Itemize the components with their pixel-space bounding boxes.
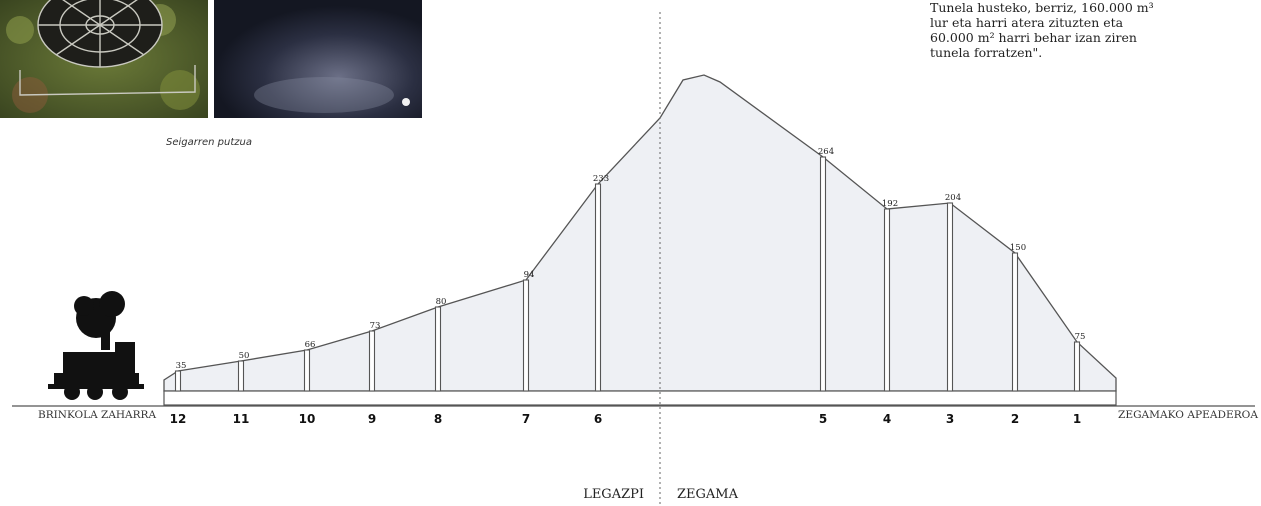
well-depth-label: 204 [945, 193, 961, 203]
quote-line: 60.000 m² harri behar izan ziren [930, 30, 1137, 45]
well-depth-label: 80 [436, 297, 447, 307]
well-shaft [237, 360, 245, 392]
well-shaft [1011, 252, 1019, 392]
well-depth-label: 94 [524, 270, 535, 280]
left-municipality-label: LEGAZPI [583, 487, 644, 502]
well-shaft [434, 306, 442, 392]
tunnel [163, 390, 1117, 406]
well-number-label: 3 [946, 412, 954, 426]
quote-line: lur eta harri atera zituzten eta [930, 15, 1124, 30]
left-station-label: BRINKOLA ZAHARRA [38, 409, 156, 421]
well-shaft [303, 349, 311, 392]
well-depth-label: 233 [593, 174, 609, 184]
well-shaft [883, 208, 891, 392]
well-number-label: 8 [434, 412, 442, 426]
well-number-label: 5 [819, 412, 827, 426]
well-depth-label: 150 [1010, 243, 1026, 253]
well-number-label: 10 [299, 412, 316, 426]
well-shaft [946, 202, 954, 392]
right-station-label: ZEGAMAKO APEADEROA [1118, 409, 1258, 421]
tunnel-quote: Tunela husteko, berriz, 160.000 m³ lur e… [930, 0, 1190, 60]
well-shaft [174, 370, 182, 392]
well-shaft-photo [214, 0, 422, 118]
well-shaft [1073, 341, 1081, 392]
well-depth-label: 73 [370, 321, 381, 331]
well-number-label: 2 [1011, 412, 1019, 426]
well-shaft [522, 279, 530, 392]
well-number-label: 6 [594, 412, 602, 426]
well-number-label: 9 [368, 412, 376, 426]
well-depth-label: 50 [239, 351, 250, 361]
quote-line: tunela forratzen". [930, 45, 1043, 60]
photo-caption: Seigarren putzua [166, 137, 252, 148]
well-shaft [819, 156, 827, 392]
locomotive-icon [48, 291, 144, 400]
well-number-label: 11 [233, 412, 250, 426]
well-number-label: 4 [883, 412, 891, 426]
right-municipality-label: ZEGAMA [677, 487, 739, 502]
well-depth-label: 75 [1075, 332, 1086, 342]
well-number-label: 1 [1073, 412, 1081, 426]
well-number-label: 12 [170, 412, 187, 426]
well-depth-label: 35 [176, 361, 187, 371]
well-depth-label: 264 [818, 147, 834, 157]
well-shaft [368, 330, 376, 392]
well-depth-label: 192 [882, 199, 898, 209]
well-depth-label: 66 [305, 340, 316, 350]
quote-line: Tunela husteko, berriz, 160.000 m³ [930, 0, 1154, 15]
well-number-label: 7 [522, 412, 530, 426]
well-shaft [594, 183, 602, 392]
well-grate-photo [0, 0, 208, 118]
terrain-surface [163, 74, 1117, 392]
